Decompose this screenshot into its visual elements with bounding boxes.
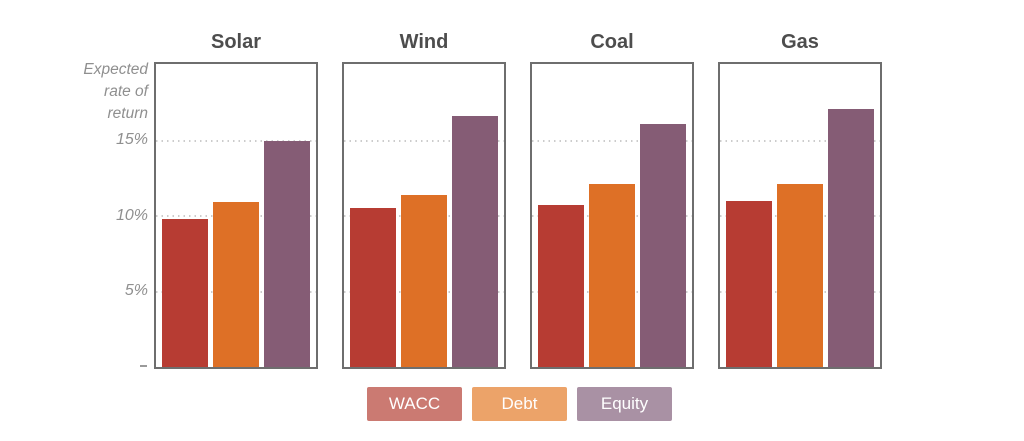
gridline-15pct <box>156 139 316 142</box>
y-tick-label-10: 10% <box>115 207 148 224</box>
legend-label-wacc: WACC <box>388 394 441 413</box>
gridline-15pct <box>532 139 692 142</box>
legend-label-debt: Debt <box>501 394 538 413</box>
gridline-15pct <box>344 139 504 142</box>
bar-solar-equity <box>264 140 310 367</box>
legend-item-wacc: WACC <box>367 387 462 421</box>
y-zero-tick <box>140 365 147 367</box>
bar-gas-equity <box>828 108 874 367</box>
bar-coal-equity <box>640 123 686 367</box>
bar-solar-wacc <box>162 219 208 367</box>
y-axis-title-line-3: return <box>107 105 149 122</box>
panel-title-solar: Solar <box>210 31 262 53</box>
y-axis-title-line-1: Expected <box>83 61 148 78</box>
bar-solar-debt <box>213 202 259 367</box>
panel-coal <box>530 62 694 369</box>
panel-wind <box>342 62 506 369</box>
panel-title-wind: Wind <box>399 31 449 53</box>
panel-gas <box>718 62 882 369</box>
bar-wind-equity <box>452 116 498 367</box>
panel-title-coal: Coal <box>590 31 634 53</box>
y-axis-title: Expected rate of return <box>0 59 148 125</box>
bar-gas-wacc <box>726 200 772 367</box>
y-axis-title-line-2: rate of <box>104 83 148 100</box>
y-tick-label-5: 5% <box>124 282 148 299</box>
y-tick-label-15: 15% <box>115 131 148 148</box>
bar-coal-debt <box>589 184 635 367</box>
legend-item-equity: Equity <box>577 387 672 421</box>
legend-item-debt: Debt <box>472 387 567 421</box>
legend: WACC Debt Equity <box>367 387 672 421</box>
panel-title-gas: Gas <box>781 31 819 53</box>
legend-label-equity: Equity <box>600 394 649 413</box>
bar-wind-wacc <box>350 208 396 367</box>
panel-solar <box>154 62 318 369</box>
bar-gas-debt <box>777 184 823 367</box>
bar-coal-wacc <box>538 205 584 367</box>
bar-wind-debt <box>401 194 447 367</box>
gridline-15pct <box>720 139 880 142</box>
